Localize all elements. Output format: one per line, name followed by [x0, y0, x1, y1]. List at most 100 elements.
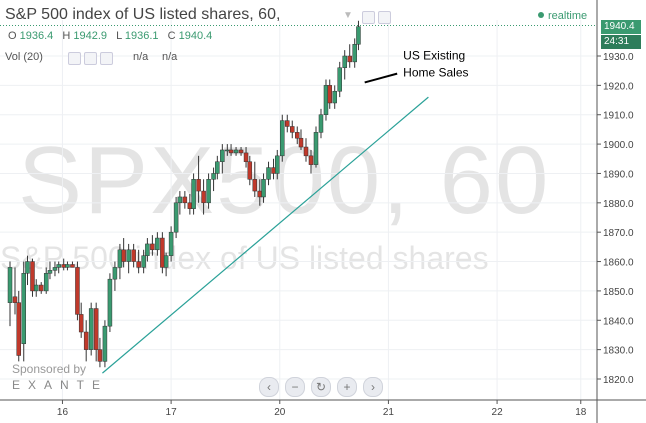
- candle-down: [38, 284, 44, 292]
- settings-icon[interactable]: [84, 52, 97, 65]
- candle-up: [220, 149, 225, 162]
- volume-legend: Vol (20): [5, 51, 43, 63]
- candle-up: [102, 325, 108, 362]
- high-label: H: [62, 30, 71, 42]
- candle-up: [173, 202, 179, 233]
- candle-up: [88, 308, 94, 350]
- candle-up: [211, 173, 216, 180]
- candle-up: [112, 267, 118, 280]
- last-price-badge: 1940.4: [601, 20, 641, 34]
- y-tick-label: 1870.0: [603, 228, 634, 239]
- candle-down: [121, 249, 126, 262]
- candle-up: [25, 261, 30, 274]
- candle-down: [243, 152, 249, 162]
- candle-down: [303, 146, 309, 157]
- candle-up: [21, 273, 26, 345]
- candle-down: [285, 120, 290, 127]
- realtime-label: realtime: [548, 10, 588, 22]
- reset-icon[interactable]: ↻: [311, 377, 331, 397]
- zoom-out-icon[interactable]: −: [285, 377, 305, 397]
- candle-up: [163, 255, 169, 268]
- y-tick-label: 1830.0: [603, 346, 634, 357]
- candle-down: [252, 179, 258, 192]
- eye-icon[interactable]: [68, 52, 81, 65]
- candle-down: [187, 202, 193, 209]
- candle-up: [43, 273, 49, 292]
- close-icon[interactable]: [100, 52, 113, 65]
- candle-up: [126, 249, 131, 262]
- candle-down: [182, 196, 188, 204]
- candle-up: [145, 243, 150, 256]
- candle-up: [313, 132, 319, 165]
- y-tick-label: 1930.0: [603, 52, 634, 63]
- annotation-line-2: Home Sales: [403, 66, 468, 80]
- candle-down: [61, 264, 66, 268]
- candle-down: [295, 132, 300, 139]
- candle-down: [83, 331, 89, 350]
- candle-up: [356, 26, 361, 45]
- x-tick-label: 21: [383, 407, 395, 418]
- y-tick-label: 1840.0: [603, 316, 634, 327]
- y-tick-label: 1880.0: [603, 199, 634, 210]
- y-tick-label: 1890.0: [603, 169, 634, 180]
- volume-label: Vol (20): [5, 51, 43, 63]
- chevron-down-icon[interactable]: ▼: [343, 10, 353, 21]
- settings-icon[interactable]: [362, 11, 375, 24]
- candle-down: [327, 85, 332, 104]
- candle-down: [150, 243, 155, 251]
- candle-up: [141, 255, 146, 268]
- realtime-indicator: realtime: [538, 10, 587, 22]
- countdown-badge: 24:31: [601, 35, 641, 49]
- close-icon[interactable]: [378, 11, 391, 24]
- volume-value-1: n/a: [133, 51, 149, 63]
- candle-up: [7, 267, 13, 303]
- candle-down: [228, 149, 234, 154]
- close-label: C: [167, 30, 176, 42]
- annotation-arrow: [364, 72, 398, 84]
- candle-down: [97, 349, 103, 362]
- volume-value-2: n/a: [162, 51, 178, 63]
- candle-down: [160, 237, 165, 268]
- candle-down: [93, 308, 99, 350]
- annotation-line-1: US Existing: [403, 49, 465, 63]
- sponsor-logo[interactable]: EXANTE: [12, 378, 109, 392]
- y-tick-label: 1910.0: [603, 111, 634, 122]
- watermark-description: S&P 500 index of US listed shares: [0, 240, 489, 276]
- candle-up: [117, 249, 123, 268]
- ohlc-legend: O 1936.4 H 1942.9 L 1936.1 C 1940.4: [8, 30, 218, 42]
- candle-down: [238, 149, 244, 154]
- low-value: 1936.1: [124, 30, 159, 42]
- low-label: L: [116, 30, 122, 42]
- x-tick-label: 16: [57, 407, 69, 418]
- candle-down: [290, 126, 295, 133]
- candle-down: [298, 137, 304, 148]
- candle-up: [337, 67, 342, 92]
- candle-down: [12, 296, 18, 303]
- candle-up: [191, 179, 196, 209]
- candle-down: [70, 264, 75, 268]
- x-tick-label: 17: [166, 407, 178, 418]
- candle-down: [308, 155, 314, 165]
- candle-up: [323, 85, 329, 115]
- zoom-in-icon[interactable]: +: [337, 377, 357, 397]
- candle-up: [56, 264, 61, 268]
- candle-up: [206, 179, 211, 204]
- candle-down: [131, 249, 136, 262]
- scroll-left-icon[interactable]: ‹: [259, 377, 279, 397]
- sponsor-label: Sponsored by: [12, 362, 87, 376]
- status-dot-icon: [538, 12, 544, 18]
- candle-down: [75, 267, 80, 315]
- high-value: 1942.9: [73, 30, 108, 42]
- y-tick-label: 1860.0: [603, 258, 634, 269]
- y-tick-label: 1820.0: [603, 375, 634, 386]
- candle-up: [225, 149, 230, 152]
- candle-up: [33, 284, 39, 292]
- scroll-right-icon[interactable]: ›: [363, 377, 383, 397]
- candle-up: [215, 161, 220, 174]
- x-tick-label: 20: [274, 407, 286, 418]
- candle-up: [47, 270, 53, 274]
- candle-up: [52, 267, 58, 271]
- open-value: 1936.4: [19, 30, 54, 42]
